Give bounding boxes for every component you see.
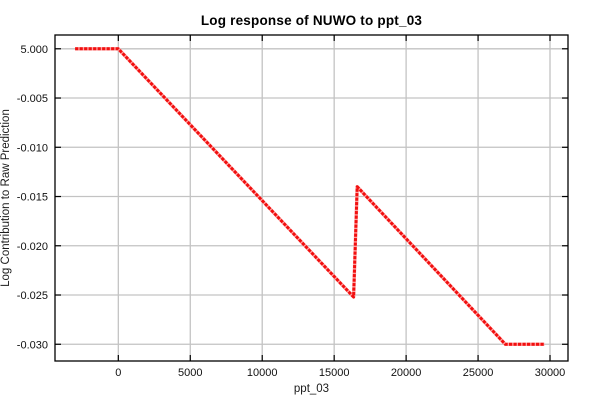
x-tick-label: 5000 [178,367,202,379]
x-tick-label: 30000 [535,367,566,379]
x-tick-label: 0 [115,367,121,379]
x-tick-label: 25000 [463,367,494,379]
series-line [75,47,545,346]
y-tick-label: 5.000 [20,44,48,56]
plot-frame [54,34,569,362]
chart-title: Log response of NUWO to ppt_03 [200,13,423,28]
y-tick-label: -0.010 [17,142,48,154]
y-axis-label: Log Contribution to Raw Prediction [0,109,12,287]
y-tick-label: -0.005 [17,93,48,105]
x-tick-label: 20000 [391,367,422,379]
x-axis-label: ppt_03 [293,383,330,395]
y-tick-label: -0.030 [17,339,48,351]
y-tick-label: -0.025 [17,290,48,302]
y-tick-label: -0.015 [17,192,48,204]
x-tick-label: 10000 [247,367,278,379]
y-tick-label: -0.020 [17,241,48,253]
x-tick-label: 15000 [319,367,350,379]
